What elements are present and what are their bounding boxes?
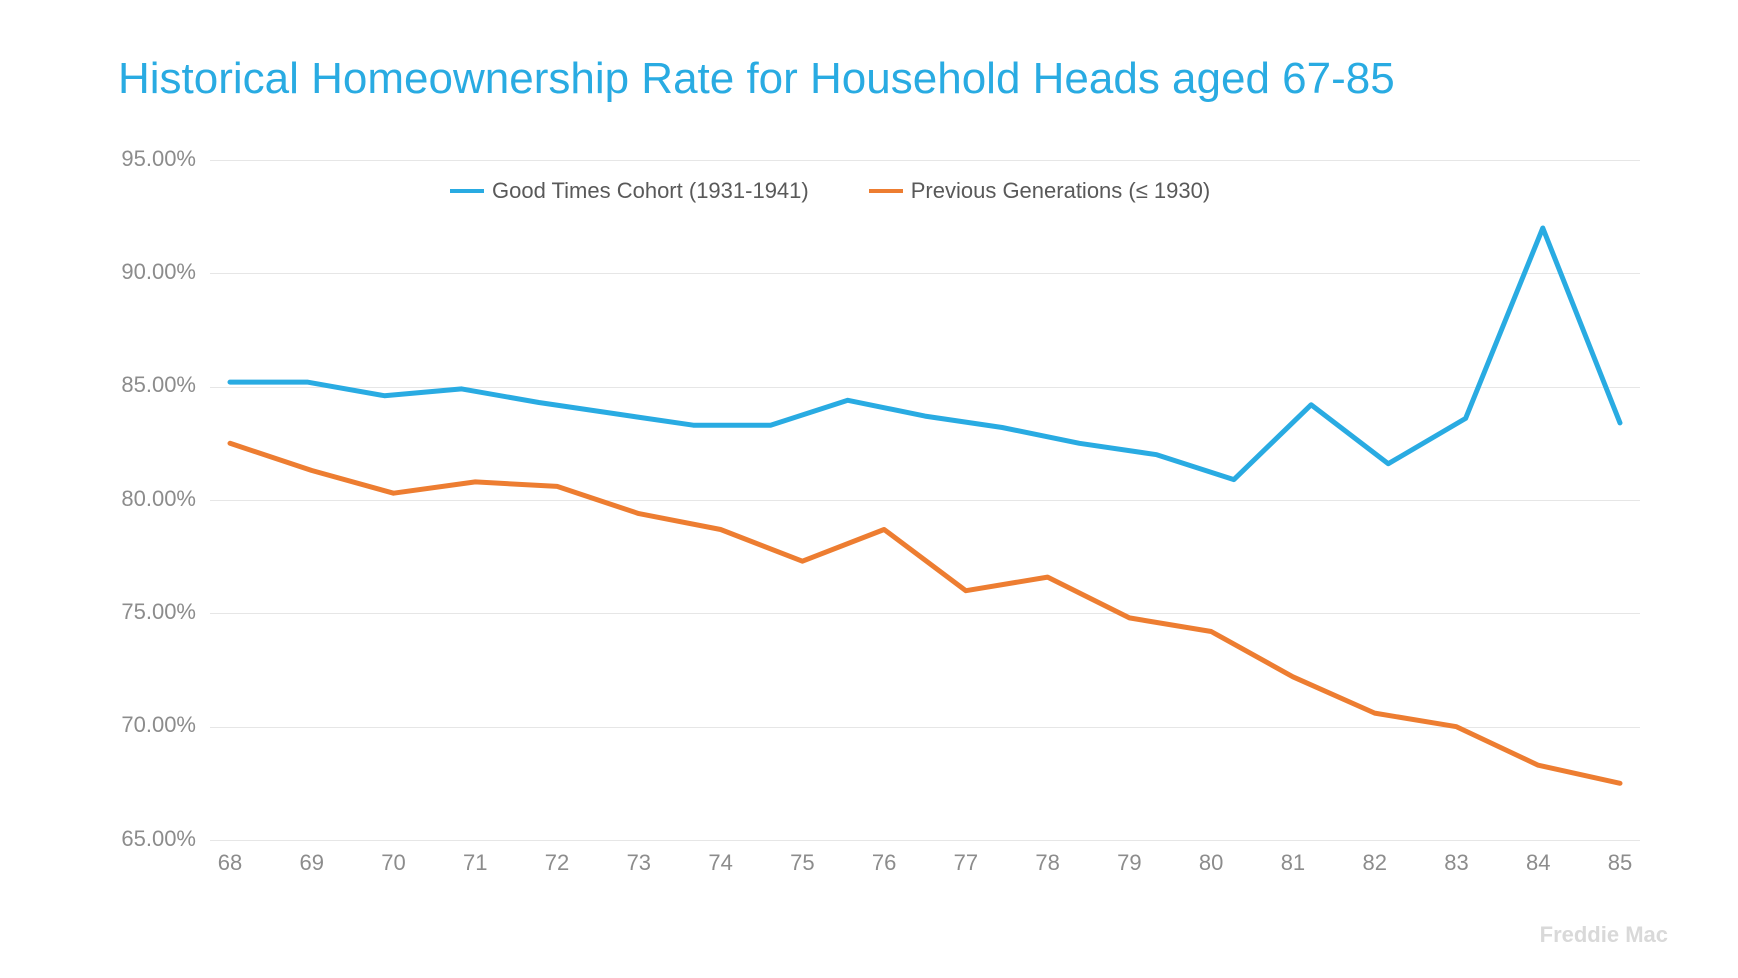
series-line-good-times <box>230 228 1620 480</box>
series-line-previous <box>230 443 1620 783</box>
chart-container: Historical Homeownership Rate for Househ… <box>0 0 1738 978</box>
line-layer <box>0 0 1738 978</box>
